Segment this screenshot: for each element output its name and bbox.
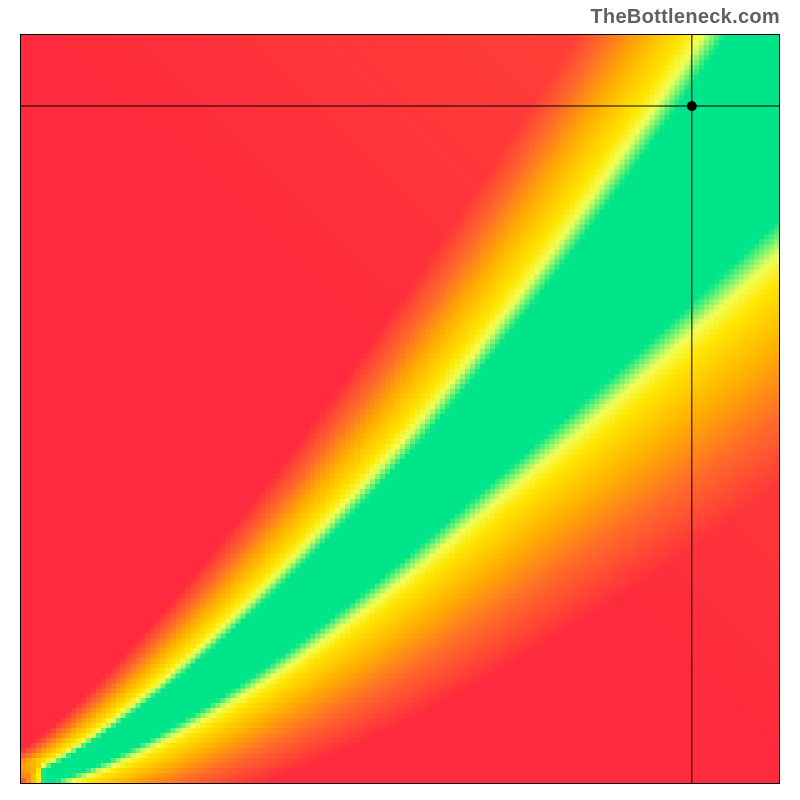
- chart-container: TheBottleneck.com: [0, 0, 800, 800]
- overlay-svg: [21, 35, 779, 783]
- plot-area: [20, 34, 780, 784]
- watermark-text: TheBottleneck.com: [590, 6, 780, 29]
- crosshair-point: [687, 101, 697, 111]
